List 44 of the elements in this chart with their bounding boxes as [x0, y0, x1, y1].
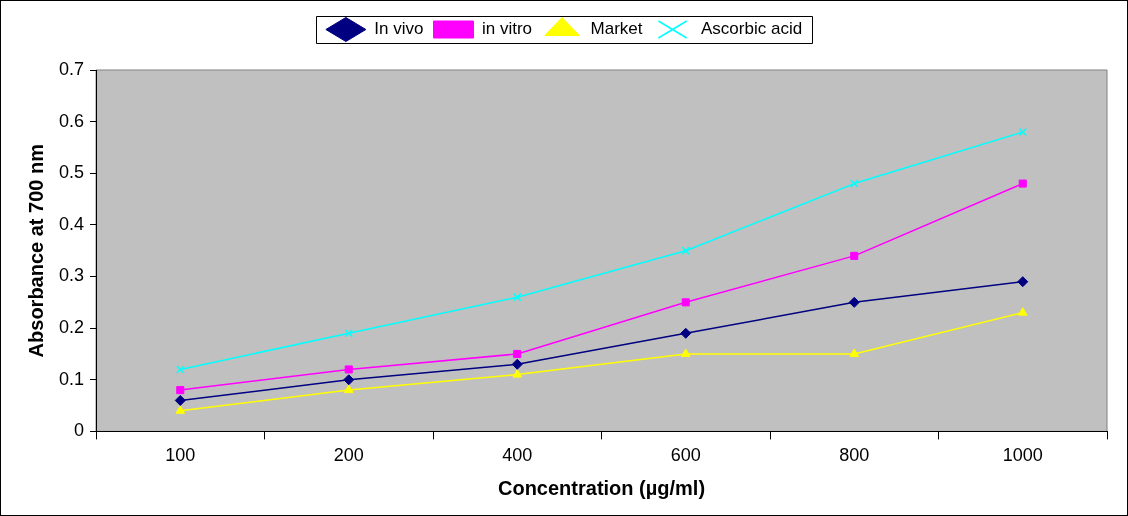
x-axis-title: Concentration (µg/ml) — [497, 476, 706, 499]
point — [513, 349, 522, 358]
y-tick-label: 0.1 — [58, 368, 85, 389]
x-tick-label: 100 — [165, 445, 196, 466]
point — [680, 348, 691, 357]
y-tick-label: 0.4 — [58, 213, 85, 234]
point — [512, 369, 523, 378]
x-tick-label: 400 — [502, 445, 533, 466]
legend-label: Market — [590, 19, 643, 39]
point — [511, 358, 523, 370]
point — [850, 251, 859, 260]
point — [174, 394, 186, 406]
y-tick-label: 0 — [74, 420, 85, 441]
legend-label: Ascorbic acid — [701, 19, 803, 39]
point — [849, 179, 859, 188]
point — [343, 374, 355, 386]
point — [176, 386, 185, 395]
point — [681, 298, 690, 307]
y-tick-label: 0.6 — [58, 110, 85, 131]
point — [1017, 276, 1029, 288]
x-tick-label: 200 — [333, 445, 364, 466]
legend-label: In vivo — [374, 19, 424, 39]
point — [1017, 307, 1028, 316]
x-tick-label: 600 — [670, 445, 701, 466]
y-tick-label: 0.7 — [58, 58, 85, 79]
y-tick-label: 0.2 — [58, 317, 85, 338]
point — [343, 384, 354, 394]
point — [848, 296, 860, 308]
point — [175, 405, 186, 414]
point — [1018, 179, 1027, 188]
point — [681, 246, 691, 255]
point — [849, 348, 860, 357]
y-tick-label: 0.5 — [58, 162, 85, 183]
point — [175, 365, 185, 374]
point — [1018, 127, 1028, 137]
legend-label: in vitro — [482, 19, 533, 39]
y-tick-label: 0.3 — [58, 265, 85, 286]
point — [344, 365, 353, 374]
x-tick-label: 800 — [839, 445, 870, 466]
point — [344, 329, 354, 338]
x-tick-label: 1000 — [1002, 445, 1043, 466]
point — [512, 292, 522, 302]
y-axis-title: Absorbance at 700 nm — [24, 143, 47, 358]
point — [680, 327, 692, 339]
